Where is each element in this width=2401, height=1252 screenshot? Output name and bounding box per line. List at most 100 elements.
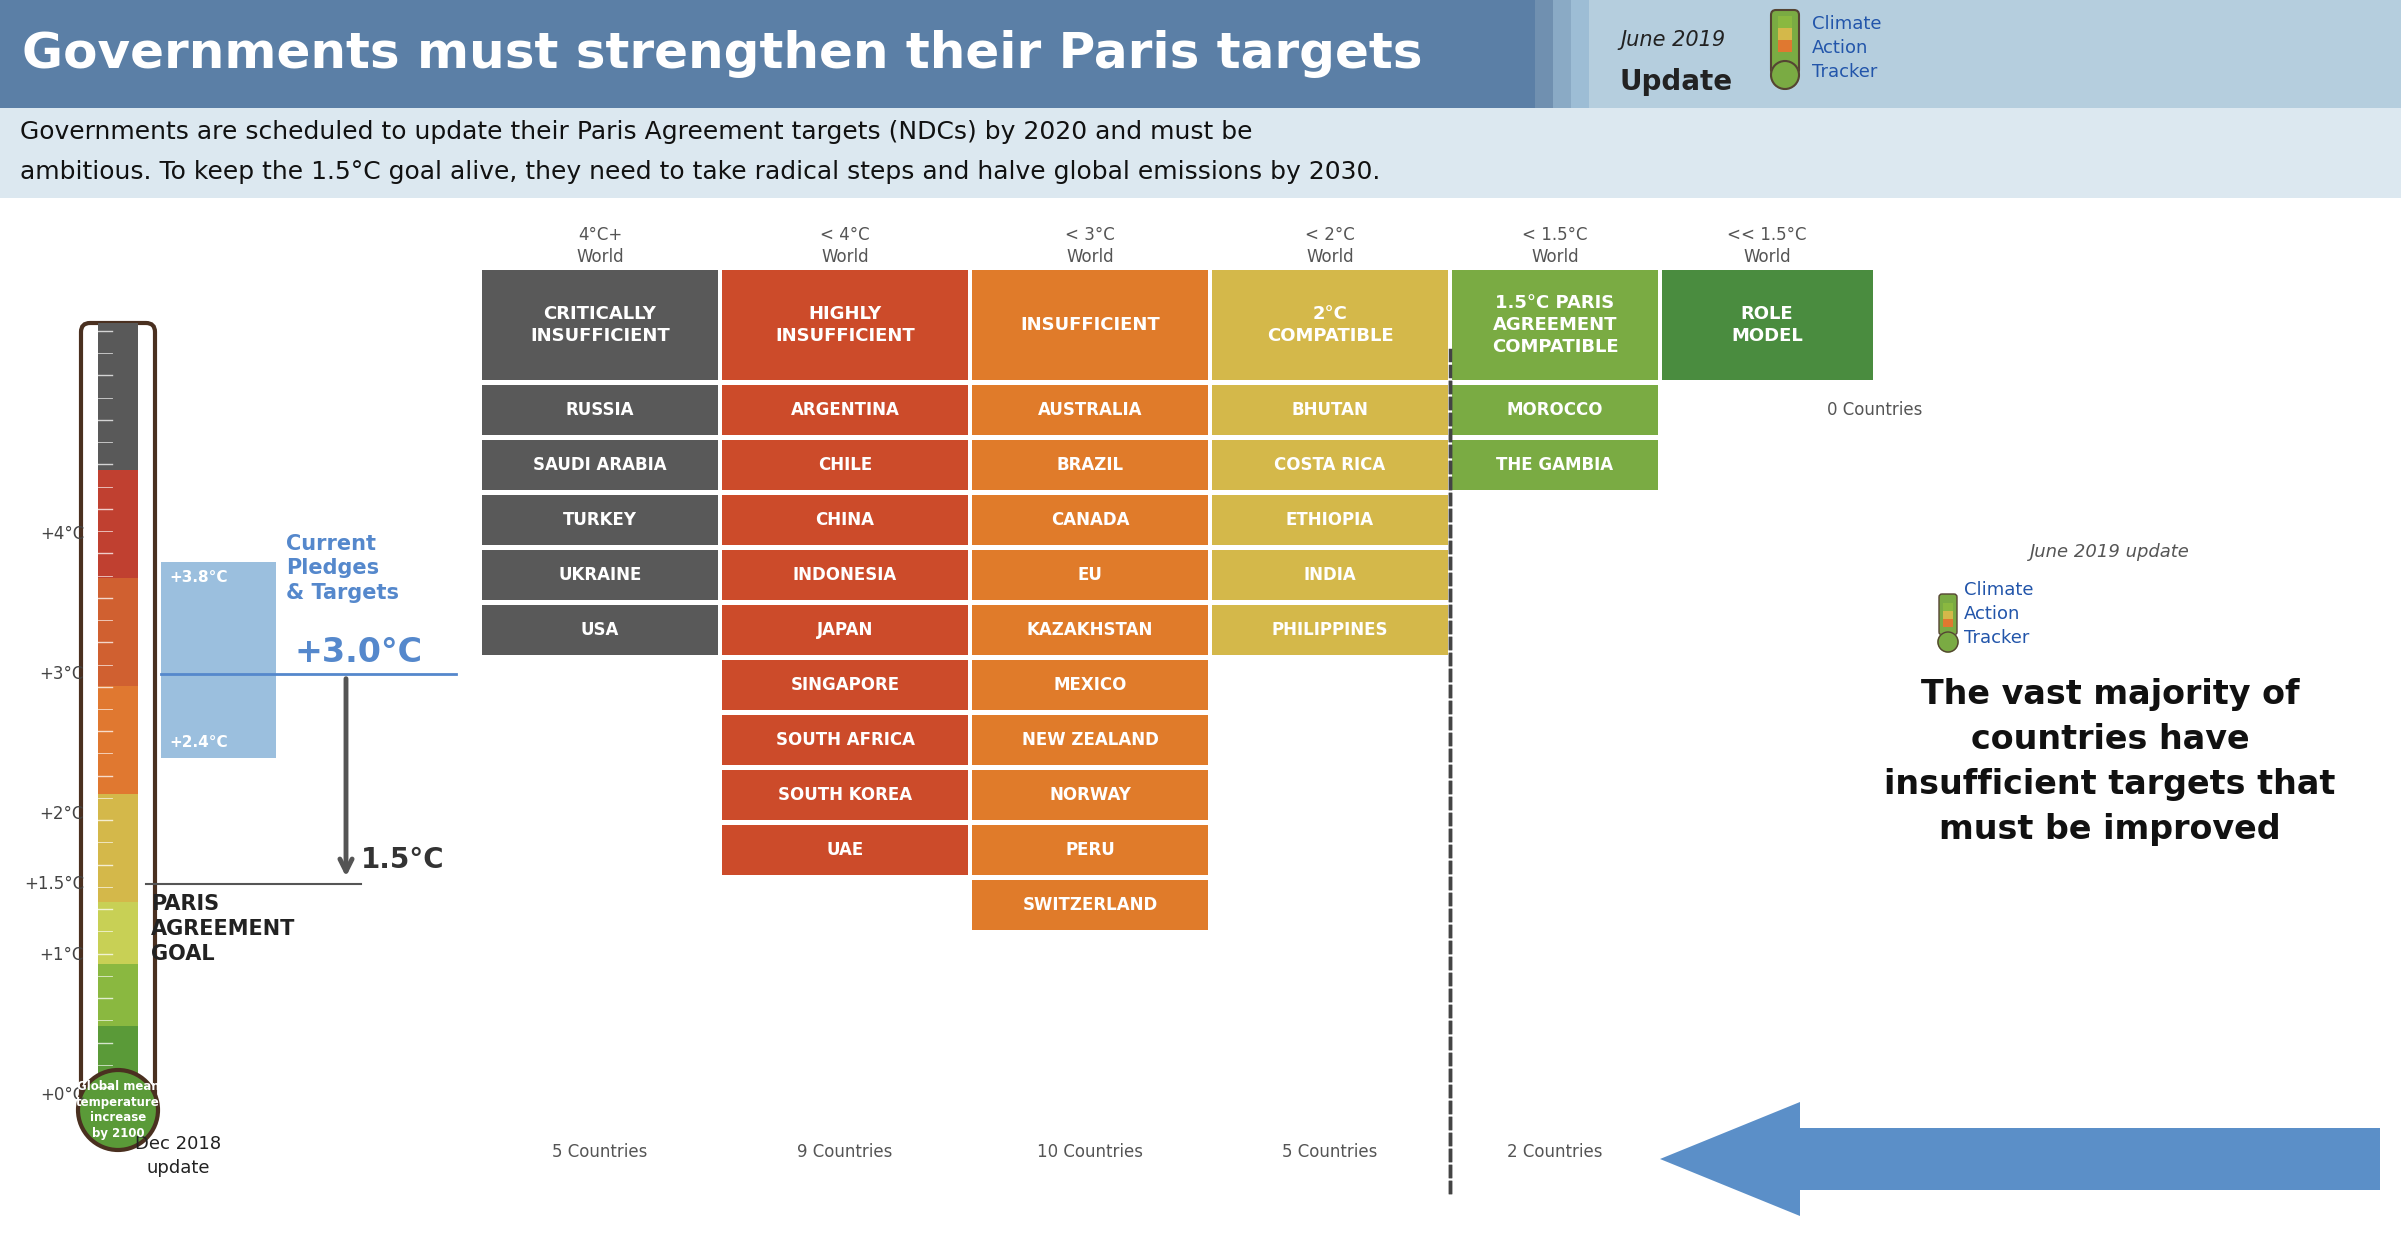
- FancyBboxPatch shape: [98, 964, 137, 1025]
- Text: NEW ZEALAND: NEW ZEALAND: [1020, 731, 1157, 749]
- FancyBboxPatch shape: [1213, 270, 1448, 381]
- FancyBboxPatch shape: [723, 495, 968, 545]
- Text: MEXICO: MEXICO: [1054, 676, 1126, 694]
- Text: ROLE
MODEL: ROLE MODEL: [1731, 305, 1803, 346]
- FancyBboxPatch shape: [972, 550, 1208, 600]
- Text: < 4°C: < 4°C: [821, 227, 869, 244]
- Text: 2 Countries: 2 Countries: [1508, 1143, 1604, 1161]
- Text: EU: EU: [1078, 566, 1102, 583]
- FancyBboxPatch shape: [1942, 603, 1952, 611]
- Text: SAUDI ARABIA: SAUDI ARABIA: [533, 456, 667, 475]
- Text: +2.4°C: +2.4°C: [168, 735, 228, 750]
- Text: World: World: [1066, 248, 1114, 265]
- Text: INDIA: INDIA: [1304, 566, 1357, 583]
- FancyBboxPatch shape: [82, 323, 156, 1113]
- Text: HIGHLY
INSUFFICIENT: HIGHLY INSUFFICIENT: [776, 305, 915, 346]
- FancyBboxPatch shape: [1940, 593, 1957, 635]
- Text: 9 Countries: 9 Countries: [797, 1143, 893, 1161]
- Text: 5 Countries: 5 Countries: [1282, 1143, 1378, 1161]
- FancyBboxPatch shape: [0, 198, 2401, 1252]
- Text: KAZAKHSTAN: KAZAKHSTAN: [1028, 621, 1152, 639]
- FancyBboxPatch shape: [483, 605, 718, 655]
- FancyBboxPatch shape: [723, 605, 968, 655]
- FancyBboxPatch shape: [1942, 618, 1952, 627]
- Text: Dec 2018
update: Dec 2018 update: [134, 1136, 221, 1177]
- Text: Climate
Action
Tracker: Climate Action Tracker: [1813, 15, 1882, 81]
- Text: NORWAY: NORWAY: [1049, 786, 1131, 804]
- Text: << 1.5°C: << 1.5°C: [1726, 227, 1806, 244]
- Text: USA: USA: [581, 621, 619, 639]
- FancyBboxPatch shape: [1779, 16, 1791, 28]
- Text: BHUTAN: BHUTAN: [1292, 401, 1369, 419]
- FancyBboxPatch shape: [1213, 550, 1448, 600]
- Text: ambitious. To keep the 1.5°C goal alive, they need to take radical steps and hal: ambitious. To keep the 1.5°C goal alive,…: [19, 160, 1381, 184]
- FancyBboxPatch shape: [972, 715, 1208, 765]
- Text: World: World: [1306, 248, 1354, 265]
- Text: World: World: [1532, 248, 1580, 265]
- FancyBboxPatch shape: [0, 108, 2401, 198]
- Polygon shape: [1659, 1102, 2379, 1216]
- Text: June 2019: June 2019: [1621, 30, 1726, 50]
- FancyBboxPatch shape: [1534, 0, 1553, 108]
- FancyBboxPatch shape: [723, 550, 968, 600]
- Text: +1°C: +1°C: [41, 945, 84, 964]
- FancyBboxPatch shape: [972, 439, 1208, 490]
- FancyBboxPatch shape: [1553, 0, 1570, 108]
- Text: PERU: PERU: [1066, 841, 1114, 859]
- FancyBboxPatch shape: [98, 794, 137, 901]
- Text: +4°C: +4°C: [41, 525, 84, 542]
- Text: World: World: [576, 248, 624, 265]
- FancyBboxPatch shape: [723, 270, 968, 381]
- Text: CHILE: CHILE: [819, 456, 872, 475]
- Text: +0°C: +0°C: [41, 1085, 84, 1104]
- FancyBboxPatch shape: [972, 770, 1208, 820]
- Circle shape: [1772, 61, 1798, 89]
- FancyBboxPatch shape: [483, 550, 718, 600]
- FancyBboxPatch shape: [98, 1025, 137, 1096]
- FancyBboxPatch shape: [98, 577, 137, 686]
- Text: The vast majority of
countries have
insufficient targets that
must be improved: The vast majority of countries have insu…: [1885, 679, 2336, 845]
- FancyBboxPatch shape: [98, 901, 137, 964]
- FancyBboxPatch shape: [972, 880, 1208, 930]
- FancyBboxPatch shape: [98, 323, 137, 470]
- FancyBboxPatch shape: [972, 386, 1208, 434]
- Text: 1.5°C PARIS
AGREEMENT
COMPATIBLE: 1.5°C PARIS AGREEMENT COMPATIBLE: [1491, 294, 1618, 357]
- Text: INSUFFICIENT: INSUFFICIENT: [1020, 316, 1160, 334]
- FancyBboxPatch shape: [98, 470, 137, 577]
- FancyBboxPatch shape: [1779, 28, 1791, 40]
- Text: TURKEY: TURKEY: [562, 511, 636, 530]
- Text: +1.5°C: +1.5°C: [24, 875, 84, 894]
- Text: CANADA: CANADA: [1052, 511, 1128, 530]
- FancyBboxPatch shape: [1453, 439, 1659, 490]
- FancyBboxPatch shape: [972, 605, 1208, 655]
- FancyBboxPatch shape: [98, 686, 137, 794]
- FancyBboxPatch shape: [723, 825, 968, 875]
- Text: INDONESIA: INDONESIA: [792, 566, 898, 583]
- FancyBboxPatch shape: [483, 495, 718, 545]
- Text: < 1.5°C: < 1.5°C: [1522, 227, 1587, 244]
- Text: AUSTRALIA: AUSTRALIA: [1037, 401, 1143, 419]
- FancyBboxPatch shape: [723, 770, 968, 820]
- Text: SOUTH KOREA: SOUTH KOREA: [778, 786, 912, 804]
- FancyBboxPatch shape: [1453, 270, 1659, 381]
- Circle shape: [77, 1070, 158, 1151]
- Text: Governments are scheduled to update their Paris Agreement targets (NDCs) by 2020: Governments are scheduled to update thei…: [19, 120, 1253, 144]
- Text: SOUTH AFRICA: SOUTH AFRICA: [776, 731, 915, 749]
- FancyBboxPatch shape: [1661, 270, 1873, 381]
- FancyBboxPatch shape: [1213, 495, 1448, 545]
- Text: SINGAPORE: SINGAPORE: [790, 676, 900, 694]
- Text: THE GAMBIA: THE GAMBIA: [1496, 456, 1613, 475]
- Text: < 3°C: < 3°C: [1066, 227, 1114, 244]
- Text: MOROCCO: MOROCCO: [1508, 401, 1604, 419]
- Text: ETHIOPIA: ETHIOPIA: [1287, 511, 1373, 530]
- Text: UAE: UAE: [826, 841, 864, 859]
- Text: 4°C+: 4°C+: [579, 227, 622, 244]
- FancyBboxPatch shape: [1213, 439, 1448, 490]
- Text: PARIS
AGREEMENT
GOAL: PARIS AGREEMENT GOAL: [151, 894, 295, 964]
- Text: Climate
Action
Tracker: Climate Action Tracker: [1964, 581, 2034, 646]
- FancyBboxPatch shape: [483, 439, 718, 490]
- Text: Update: Update: [1621, 68, 1734, 96]
- Text: Governments must strengthen their Paris targets: Governments must strengthen their Paris …: [22, 30, 1421, 78]
- FancyBboxPatch shape: [723, 715, 968, 765]
- Text: PHILIPPINES: PHILIPPINES: [1273, 621, 1388, 639]
